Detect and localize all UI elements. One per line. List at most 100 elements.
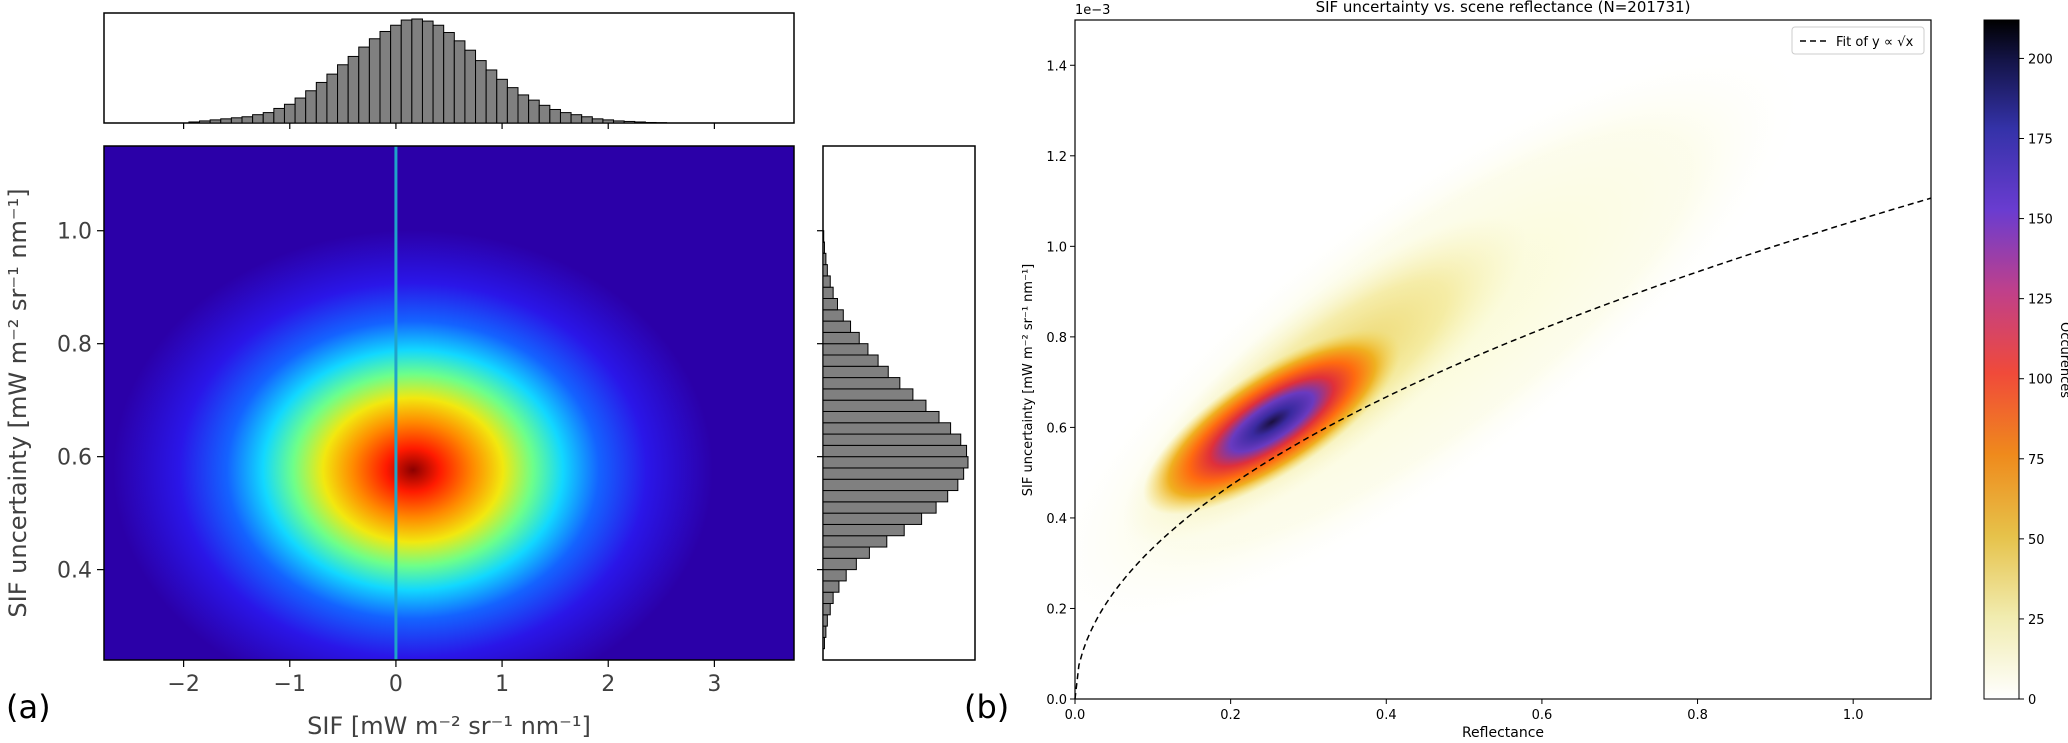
panel-b-title: SIF uncertainty vs. scene reflectance (N… bbox=[1316, 0, 1691, 16]
panel-a-top-histogram-ticks bbox=[183, 123, 715, 129]
panel-a-top-histogram-bar bbox=[379, 30, 392, 124]
panel-a-top-histogram-bar bbox=[347, 55, 360, 124]
panel-a-top-histogram-bar bbox=[252, 114, 264, 124]
panel-a-right-histogram-ticks bbox=[817, 230, 823, 571]
panel-a-right-histogram-bar bbox=[822, 467, 965, 480]
panel-a-top-histogram-bar bbox=[591, 118, 604, 124]
panel-a-right-histogram-bar bbox=[822, 591, 834, 605]
panel-b-y-axis-label: SIF uncertainty [mW m⁻² sr⁻¹ nm⁻¹] bbox=[1021, 264, 1036, 496]
panel-a-x-tick-label: −1 bbox=[274, 672, 306, 697]
panel-a-right-histogram-bar bbox=[822, 625, 827, 638]
panel-a-top-histogram-bar bbox=[262, 112, 275, 124]
panel-a-y-tick-label: 0.4 bbox=[57, 559, 92, 584]
panel-b-x-tick-label: 0.2 bbox=[1220, 708, 1241, 723]
panel-a-right-histogram-bar bbox=[822, 580, 840, 593]
panel-b-x-axis-label: Reflectance bbox=[1462, 725, 1544, 741]
panel-b-x-axis: 0.0 0.2 0.4 0.6 0.8 1.0 bbox=[1065, 699, 1864, 723]
panel-a-top-histogram-bar bbox=[326, 73, 339, 124]
panel-a-right-histogram-bars bbox=[822, 230, 969, 650]
panel-a-y-tick-label: 0.6 bbox=[57, 446, 92, 471]
panel-a-top-histogram-bar bbox=[368, 38, 381, 124]
panel-a-top-histogram-bar bbox=[496, 78, 508, 124]
panel-a-right-histogram-bar bbox=[822, 535, 888, 548]
panel-a-right-histogram-bar bbox=[822, 388, 914, 401]
panel-a-right-histogram-bar bbox=[822, 275, 831, 288]
panel-a-letter: (a) bbox=[6, 688, 51, 726]
panel-a-top-histogram-bar bbox=[517, 94, 530, 124]
panel-a-x-axis-label: SIF [mW m⁻² sr⁻¹ nm⁻¹] bbox=[307, 712, 591, 740]
panel-a-top-histogram-bar bbox=[644, 121, 657, 124]
panel-a-right-histogram-bar bbox=[822, 490, 949, 503]
panel-b-y-tick-label: 0.4 bbox=[1046, 512, 1067, 527]
panel-a-right-histogram-bar bbox=[822, 501, 937, 514]
panel-b-x-tick-label: 0.4 bbox=[1376, 708, 1397, 723]
panel-a-top-histogram-bar bbox=[559, 112, 572, 124]
panel-b-colorbar-tick-label: 125 bbox=[2028, 293, 2053, 308]
panel-a-x-tick-label: 2 bbox=[601, 672, 615, 697]
panel-a-x-tick-label: 3 bbox=[707, 672, 721, 697]
panel-a-right-histogram-bar bbox=[822, 546, 870, 559]
panel-a-top-histogram-bar bbox=[623, 120, 636, 124]
panel-a-top-histogram-bar bbox=[634, 121, 646, 124]
panel-a-right-histogram-bar bbox=[822, 603, 831, 616]
panel-b-y-tick-label: 1.4 bbox=[1046, 59, 1067, 74]
panel-a-top-histogram-bar bbox=[358, 46, 370, 124]
panel-a-y-axis-label: SIF uncertainty [mW m⁻² sr⁻¹ nm⁻¹] bbox=[4, 188, 32, 617]
panel-a-top-histogram-bar bbox=[581, 116, 593, 124]
panel-a-top-histogram-bar bbox=[570, 114, 583, 124]
panel-a-top-histogram-bar bbox=[485, 69, 498, 124]
panel-b-plot-frame bbox=[1074, 19, 1932, 700]
panel-a-right-histogram-bar bbox=[822, 343, 869, 356]
panel-a-top-histogram-bar bbox=[475, 60, 487, 124]
panel-b-y-tick-label: 0.8 bbox=[1046, 331, 1067, 346]
panel-a-top-histogram-bar bbox=[549, 108, 561, 124]
panel-b-legend: Fit of y ∝ √x bbox=[1791, 26, 1925, 55]
panel-a-top-histogram-bar bbox=[613, 120, 625, 124]
panel-b-y-tick-label: 0.0 bbox=[1046, 693, 1067, 708]
panel-a-right-histogram-bar bbox=[822, 331, 860, 345]
panel-b-x-tick-label: 1.0 bbox=[1843, 708, 1864, 723]
panel-b-legend-label: Fit of y ∝ √x bbox=[1836, 35, 1914, 50]
panel-a-top-histogram-bar bbox=[273, 107, 285, 124]
panel-b-y-tick-label: 1.2 bbox=[1046, 150, 1067, 165]
panel-a-top-histogram-bar bbox=[443, 32, 455, 124]
panel-a-top-histogram-bar bbox=[199, 120, 211, 124]
panel-a-right-histogram-bar bbox=[822, 309, 844, 322]
panel-a-heatmap-frame bbox=[103, 145, 795, 661]
panel-a-top-histogram-bar bbox=[602, 119, 615, 124]
panel-a-right-histogram-bar bbox=[822, 523, 905, 537]
panel-b-colorbar-tick-label: 175 bbox=[2028, 133, 2053, 148]
panel-a-right-histogram-bar bbox=[822, 422, 952, 435]
panel-b-letter: (b) bbox=[964, 688, 1009, 726]
panel-a-top-histogram-bar bbox=[241, 116, 254, 124]
panel-a-right-histogram-bar bbox=[822, 365, 889, 379]
panel-a-x-tick-label: −2 bbox=[167, 672, 199, 697]
panel-a-top-histogram-bar bbox=[315, 81, 328, 124]
panel-a-top-histogram-bar bbox=[230, 117, 243, 124]
panel-b-y-offset-text: 1e−3 bbox=[1075, 3, 1110, 18]
panel-a-x-tick-label: 0 bbox=[389, 672, 403, 697]
panel-a-top-histogram-bar bbox=[305, 90, 317, 124]
panel-a-right-histogram-bar bbox=[822, 320, 852, 333]
panel-a-x-axis: −2 −1 0 1 2 3 bbox=[167, 660, 721, 697]
panel-a-top-histogram-bar bbox=[528, 99, 540, 124]
panel-a-top-histogram-bar bbox=[453, 40, 466, 124]
panel-a-density-field bbox=[113, 230, 713, 660]
panel-a-right-histogram-bar bbox=[822, 557, 857, 571]
panel-b-colorbar-tick-label: 150 bbox=[2028, 213, 2053, 228]
panel-a-top-histogram-bar bbox=[337, 64, 349, 124]
panel-a-top-histogram-bar bbox=[506, 87, 519, 124]
panel-a-top-histogram-bar bbox=[432, 24, 445, 124]
panel-a-top-histogram-bar bbox=[294, 97, 307, 124]
panel-b-colorbar bbox=[1983, 19, 2020, 700]
panel-a-top-histogram-bar bbox=[220, 118, 232, 124]
panel-b-y-tick-label: 0.6 bbox=[1046, 421, 1067, 436]
panel-b-fit-line bbox=[1074, 197, 1932, 700]
panel-a-y-tick-label: 1.0 bbox=[57, 220, 92, 245]
panel-a: −2 −1 0 1 2 3 0.4 0.6 0.8 1.0 SIF [mW m⁻² sr⁻¹ n… bbox=[4, 12, 976, 740]
panel-b-x-tick-label: 0.6 bbox=[1532, 708, 1553, 723]
panel-b-x-tick-label: 0.0 bbox=[1065, 708, 1086, 723]
panel-a-right-histogram-bar bbox=[822, 433, 962, 446]
panel-a-right-histogram-bar bbox=[822, 478, 959, 492]
panel-a-right-histogram-bar bbox=[822, 230, 825, 243]
